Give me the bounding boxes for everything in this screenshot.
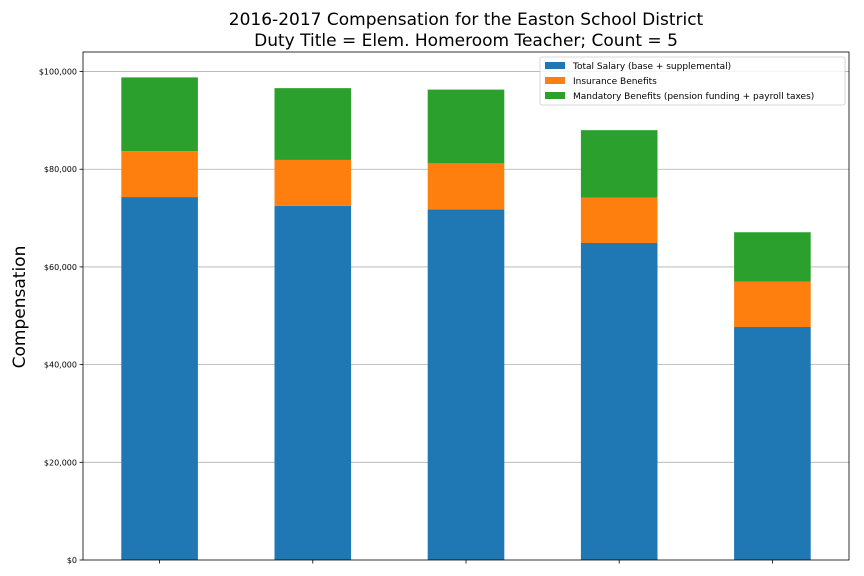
bar-segment-salary: [580, 242, 658, 560]
legend-box: [539, 56, 846, 106]
bar-segment-mandatory-benefits: [427, 89, 505, 164]
bar-segment-insurance: [734, 281, 811, 328]
y-tick-label: $60,000: [44, 263, 77, 272]
y-axis-label: Compensation: [10, 246, 30, 369]
bar-segment-insurance: [121, 151, 198, 198]
bar-segment-insurance: [427, 163, 505, 210]
legend-label: Total Salary (base + supplemental): [572, 62, 731, 72]
bar-segment-mandatory-benefits: [580, 130, 658, 198]
bar-segment-mandatory-benefits: [734, 232, 811, 282]
plot-frame: [82, 51, 850, 561]
bar-group: [121, 77, 811, 561]
legend-label: Mandatory Benefits (pension funding + pa…: [573, 92, 814, 102]
bar-segment-salary: [274, 205, 352, 560]
y-tick-label: $20,000: [44, 458, 77, 467]
y-tick-label: $100,000: [39, 68, 77, 77]
axes: $0 $20,000 $40,000 $60,000 $80,000 $100,000: [39, 51, 850, 565]
legend-swatch: [545, 92, 565, 99]
chart-title: 2016-2017 Compensation for the Easton Sc…: [229, 10, 704, 30]
chart-subtitle: Duty Title = Elem. Homeroom Teacher; Cou…: [254, 31, 678, 51]
bar-segment-salary: [427, 209, 505, 561]
y-tick-label: $40,000: [44, 361, 77, 370]
bar-segment-salary: [121, 197, 198, 561]
y-tick-label: $80,000: [44, 165, 77, 174]
bar-segment-insurance: [580, 197, 658, 243]
legend-swatch: [545, 62, 565, 69]
y-tick-label: $0: [67, 556, 77, 565]
legend: Total Salary (base + supplemental) Insura…: [539, 56, 846, 106]
legend-label: Insurance Benefits: [573, 77, 657, 87]
legend-swatch: [545, 77, 565, 84]
bar-segment-mandatory-benefits: [121, 77, 198, 152]
bar-segment-mandatory-benefits: [274, 88, 352, 160]
bar-segment-salary: [734, 327, 811, 560]
bar-segment-insurance: [274, 159, 352, 206]
